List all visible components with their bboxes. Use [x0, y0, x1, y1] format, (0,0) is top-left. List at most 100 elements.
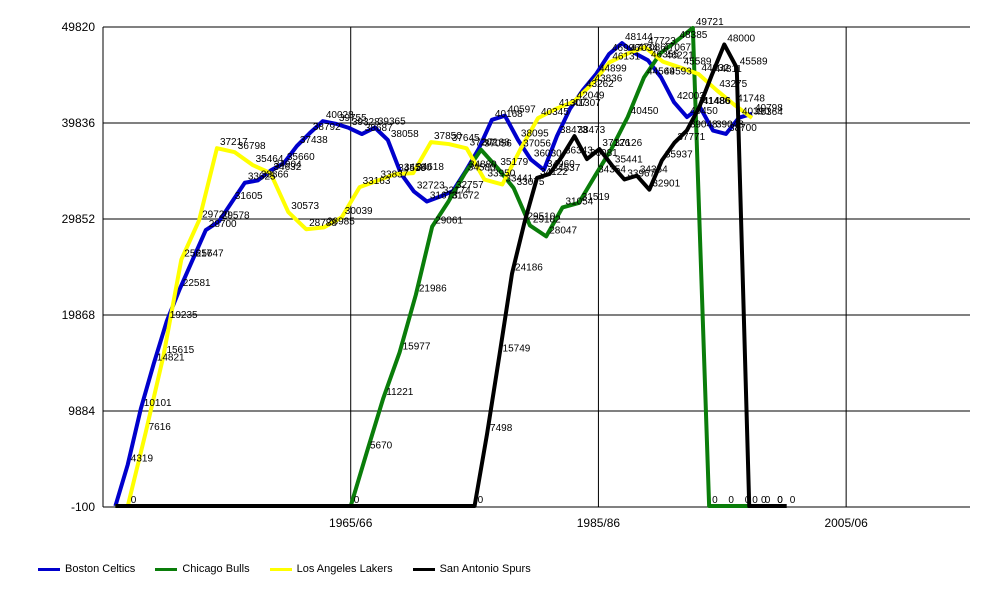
data-label: 40798: [755, 103, 783, 114]
data-label: 47723: [648, 36, 676, 47]
data-label: 43836: [594, 74, 622, 85]
data-label: 0: [478, 495, 484, 506]
data-label: 35660: [287, 152, 315, 163]
data-label: 35179: [500, 157, 528, 168]
data-label: 43275: [719, 79, 747, 90]
data-label: 37056: [484, 139, 512, 150]
data-label: 44593: [664, 66, 692, 77]
legend-label: Boston Celtics: [65, 563, 136, 575]
data-label: 15615: [166, 345, 194, 356]
data-label: 0: [777, 495, 783, 506]
y-tick-label: 29852: [62, 212, 96, 226]
series-line-boston-celtics: [113, 41, 753, 507]
data-label: 46131: [612, 51, 640, 62]
data-label: 35464: [256, 154, 284, 165]
y-tick-label: 19868: [62, 308, 96, 322]
data-label: 47067: [663, 42, 691, 53]
data-label: 32723: [417, 180, 445, 191]
data-label: 44932: [702, 63, 730, 74]
data-label: 34515: [398, 163, 426, 174]
legend-swatch: [412, 567, 435, 571]
data-label: 40028: [326, 110, 354, 121]
data-label: 34354: [640, 165, 668, 176]
line-chart: -100 9884 19868 29852 39836 49820 1965/66 1985…: [62, 17, 970, 530]
x-tick-label: 1985/86: [577, 516, 621, 530]
data-label: 37217: [220, 137, 248, 148]
data-label: 38792: [313, 122, 341, 133]
data-label: 33075: [517, 177, 545, 188]
data-label: 33837: [380, 170, 408, 181]
data-label: 33967: [627, 168, 655, 179]
legend-swatch: [155, 567, 178, 571]
data-label: 33625: [248, 172, 276, 183]
data-label: 0: [752, 495, 758, 506]
data-label: 15749: [503, 344, 531, 355]
legend-item: Los Angeles Lakers: [269, 563, 393, 575]
legend-label: Chicago Bulls: [182, 563, 250, 575]
data-label: 33441: [505, 173, 533, 184]
data-label: 28985: [327, 216, 355, 227]
data-label: 32757: [456, 180, 484, 191]
data-label: 31605: [235, 191, 263, 202]
data-label: 37645: [452, 133, 480, 144]
data-label: 37188: [482, 137, 510, 148]
data-label: 38473: [560, 125, 588, 136]
data-label: 45589: [740, 57, 768, 68]
data-label: 48000: [727, 34, 755, 45]
data-label: 34960: [547, 159, 575, 170]
data-label: 38473: [577, 125, 605, 136]
data-label: 48385: [680, 30, 708, 41]
data-label: 37850: [434, 131, 462, 142]
data-label: 34632: [273, 162, 301, 173]
data-label: 25647: [196, 248, 224, 259]
y-tick-label: -100: [71, 500, 95, 514]
data-label: 0: [354, 495, 360, 506]
legend-item: San Antonio Spurs: [412, 563, 531, 575]
data-label: 34122: [540, 167, 568, 178]
data-label: 40450: [690, 106, 718, 117]
data-label: 45589: [684, 57, 712, 68]
data-label: 7498: [490, 423, 513, 434]
data-label: 46221: [666, 51, 694, 62]
y-axis: -100 9884 19868 29852 39836 49820: [62, 20, 104, 514]
data-label: 37126: [614, 138, 642, 149]
data-label: 34904: [274, 159, 302, 170]
y-tick-label: 49820: [62, 20, 96, 34]
x-axis: 1965/66 1985/86 2005/06: [103, 506, 970, 530]
data-label: 48144: [625, 32, 653, 43]
data-label: 14821: [157, 353, 185, 364]
data-label: 22581: [183, 278, 211, 289]
legend-item: Chicago Bulls: [155, 563, 250, 575]
data-label: 19235: [170, 310, 198, 321]
x-tick-label: 1965/66: [329, 516, 373, 530]
data-label: 29182: [533, 214, 561, 225]
data-label: 30573: [291, 201, 319, 212]
data-label: 34618: [416, 162, 444, 173]
data-label: 25617: [184, 249, 212, 260]
data-label: 37126: [602, 138, 630, 149]
data-label: 38058: [391, 129, 419, 140]
data-label: 47034: [630, 43, 658, 54]
data-label: 46355: [651, 49, 679, 60]
data-label: 33866: [261, 169, 289, 180]
data-label: 47086: [638, 42, 666, 53]
legend-label: Los Angeles Lakers: [296, 563, 393, 575]
data-label: 29510: [528, 211, 556, 222]
data-label: 10101: [144, 398, 172, 409]
data-label: 29578: [222, 211, 250, 222]
data-label: 31673: [430, 190, 458, 201]
data-label: 0: [790, 495, 796, 506]
data-label: 35441: [615, 154, 643, 165]
data-label: 35937: [665, 149, 693, 160]
data-label: 0: [131, 495, 137, 506]
data-label: 29720: [202, 209, 230, 220]
data-label: 36343: [565, 146, 593, 157]
data-label: 39755: [339, 113, 367, 124]
data-label: 38687: [365, 123, 393, 134]
data-label: 41486: [703, 96, 731, 107]
data-label: 36030: [534, 149, 562, 160]
data-label: 32901: [652, 179, 680, 190]
series-line-san-antonio-spurs: [115, 42, 787, 509]
data-label: 41486: [702, 96, 730, 107]
